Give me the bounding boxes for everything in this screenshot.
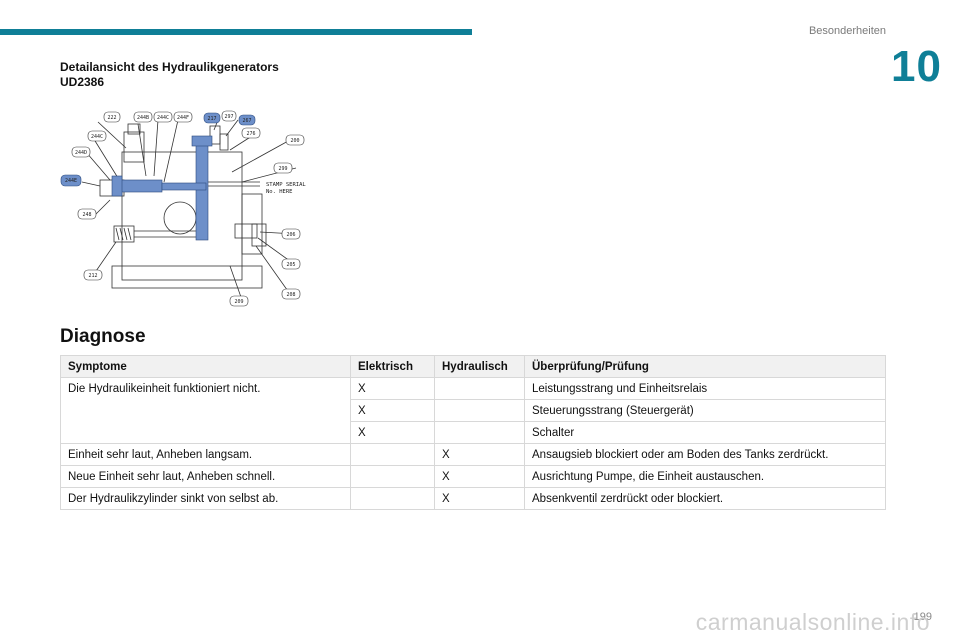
svg-text:244F: 244F: [177, 115, 189, 121]
column-header-pruefung: Überprüfung/Prüfung: [524, 355, 886, 378]
svg-text:STAMP SERIAL: STAMP SERIAL: [266, 182, 306, 188]
table-row: X Schalter: [61, 421, 886, 444]
chapter-number: 10: [891, 42, 942, 91]
table-row: X Steuerungsstrang (Steuergerät): [61, 399, 886, 422]
hydraulisch-cell: [434, 421, 525, 444]
section-title: Diagnose: [60, 326, 146, 347]
diagnosis-table: Symptome Elektrisch Hydraulisch Überprüf…: [60, 355, 886, 510]
hydraulisch-cell: [434, 399, 525, 422]
watermark: carmanualsonline.info: [695, 609, 930, 635]
column-header-elektrisch: Elektrisch: [350, 355, 435, 378]
table-row: Die Hydraulikeinheit funktioniert nicht.…: [60, 377, 886, 444]
figure-caption-model: UD2386: [60, 75, 105, 89]
svg-text:244E: 244E: [65, 178, 77, 184]
svg-text:297: 297: [224, 114, 233, 120]
svg-text:248: 248: [82, 212, 91, 218]
figure-caption: Detailansicht des Hydraulikgenerators UD…: [60, 60, 360, 90]
page-number: 199: [913, 611, 932, 623]
svg-text:244C: 244C: [157, 115, 169, 121]
highlight-fitting: [117, 179, 163, 193]
svg-text:299: 299: [278, 166, 287, 172]
check-cell: Leistungsstrang und Einheitsrelais: [524, 377, 886, 400]
svg-text:212: 212: [88, 273, 97, 279]
svg-text:217: 217: [207, 116, 216, 122]
svg-text:No. HERE: No. HERE: [266, 189, 293, 195]
svg-text:244B: 244B: [137, 115, 149, 121]
table-row: Einheit sehr laut, Anheben langsam. X An…: [60, 443, 886, 466]
svg-text:276: 276: [246, 131, 255, 137]
column-header-symptome: Symptome: [60, 355, 351, 378]
table-row: Der Hydraulikzylinder sinkt von selbst a…: [60, 487, 886, 510]
symptom-cell: Der Hydraulikzylinder sinkt von selbst a…: [60, 487, 351, 510]
elektrisch-cell: [350, 465, 435, 488]
check-cell: Ansaugsieb blockiert oder am Boden des T…: [524, 443, 886, 466]
svg-text:209: 209: [234, 299, 243, 305]
section-name: Besonderheiten: [808, 25, 886, 37]
svg-text:208: 208: [286, 292, 295, 298]
svg-text:244C: 244C: [91, 134, 103, 140]
symptom-cell: Einheit sehr laut, Anheben langsam.: [60, 443, 351, 466]
hydraulisch-cell: X: [434, 487, 525, 510]
symptom-cell: Neue Einheit sehr laut, Anheben schnell.: [60, 465, 351, 488]
svg-text:200: 200: [290, 138, 299, 144]
generator-body: [121, 151, 243, 281]
check-cell: Absenkventil zerdrückt oder blockiert.: [524, 487, 886, 510]
svg-text:205: 205: [286, 262, 295, 268]
elektrisch-cell: X: [350, 399, 435, 422]
svg-text:206: 206: [286, 232, 295, 238]
elektrisch-cell: [350, 443, 435, 466]
elektrisch-cell: [350, 487, 435, 510]
generator-base: [111, 265, 263, 289]
bore-circle: [163, 201, 197, 235]
svg-text:267: 267: [242, 118, 251, 124]
svg-text:222: 222: [107, 115, 116, 121]
column-header-hydraulisch: Hydraulisch: [434, 355, 525, 378]
hydraulisch-cell: X: [434, 443, 525, 466]
hydraulisch-cell: X: [434, 465, 525, 488]
table-row: Neue Einheit sehr laut, Anheben schnell.…: [60, 465, 886, 488]
check-cell: Schalter: [524, 421, 886, 444]
symptom-cell: Die Hydraulikeinheit funktioniert nicht.: [60, 377, 351, 444]
check-cell: Steuerungsstrang (Steuergerät): [524, 399, 886, 422]
hydraulic-generator-diagram: 222 244B 244C 244F 217 297 267 244C 244D…: [60, 110, 306, 307]
header-accent-bar: [0, 29, 472, 35]
svg-text:244D: 244D: [75, 150, 87, 156]
check-cell: Ausrichtung Pumpe, die Einheit austausch…: [524, 465, 886, 488]
figure-caption-title: Detailansicht des Hydraulikgenerators: [60, 60, 279, 74]
hydraulisch-cell: [434, 377, 525, 400]
elektrisch-cell: X: [350, 421, 435, 444]
elektrisch-cell: X: [350, 377, 435, 400]
table-header-row: Symptome Elektrisch Hydraulisch Überprüf…: [60, 355, 886, 378]
